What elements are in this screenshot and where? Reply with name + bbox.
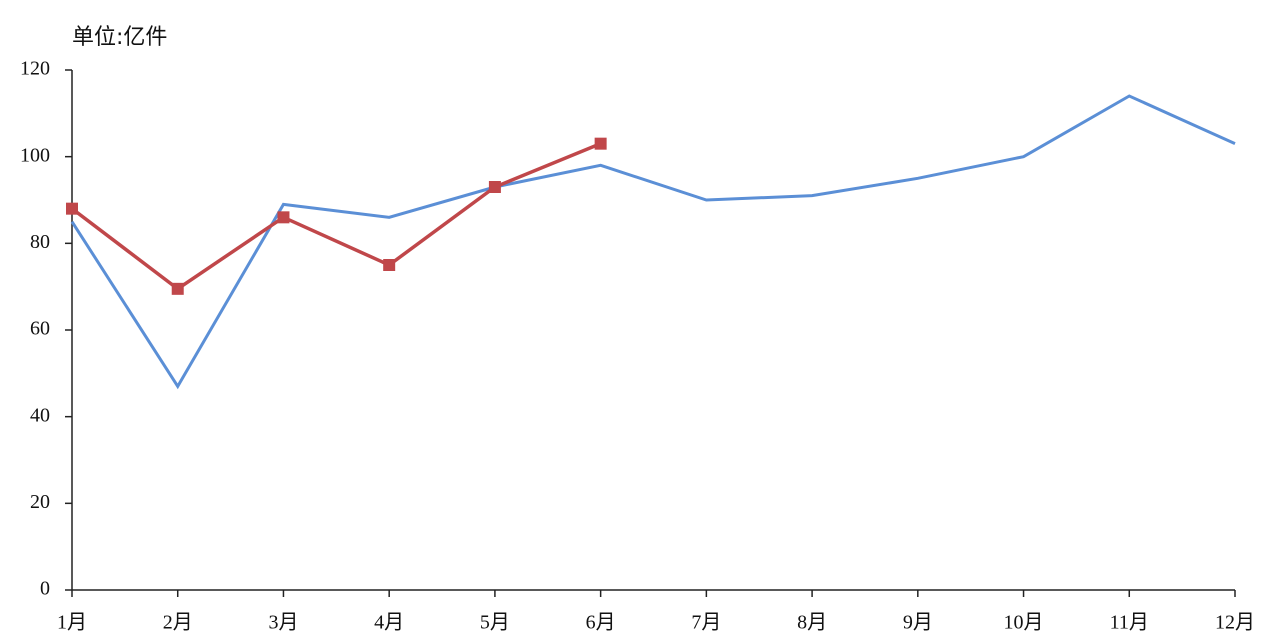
x-tick-label: 4月 bbox=[374, 612, 404, 634]
unit-label: 单位:亿件 bbox=[72, 25, 167, 50]
x-tick-label: 3月 bbox=[268, 612, 298, 634]
x-tick-label: 10月 bbox=[1004, 612, 1044, 634]
series-line bbox=[70, 94, 1236, 390]
point-marker bbox=[488, 181, 501, 193]
x-tick-label: 5月 bbox=[480, 612, 510, 634]
x-tick-label: 1月 bbox=[57, 612, 87, 634]
y-tick-label: 0 bbox=[40, 578, 50, 600]
x-tick-label: 8月 bbox=[797, 612, 827, 634]
x-tick-label: 9月 bbox=[903, 612, 933, 634]
point-marker bbox=[66, 202, 78, 215]
y-tick-label: 60 bbox=[30, 318, 50, 340]
x-tick-label: 11月 bbox=[1110, 612, 1149, 634]
x-tick-label: 7月 bbox=[691, 612, 721, 634]
y-tick-label: 40 bbox=[30, 404, 50, 426]
y-tick-label: 80 bbox=[30, 231, 50, 253]
point-marker bbox=[171, 282, 184, 295]
x-tick-label: 2月 bbox=[163, 612, 193, 634]
point-marker bbox=[383, 259, 396, 271]
y-tick-label: 100 bbox=[20, 144, 50, 166]
point-marker bbox=[277, 211, 290, 224]
y-tick-label: 120 bbox=[20, 58, 50, 80]
point-marker bbox=[594, 137, 607, 150]
x-tick-label: 6月 bbox=[586, 612, 616, 634]
x-tick-label: 12月 bbox=[1215, 612, 1255, 634]
y-tick-label: 20 bbox=[30, 491, 50, 513]
series-line bbox=[70, 142, 602, 291]
